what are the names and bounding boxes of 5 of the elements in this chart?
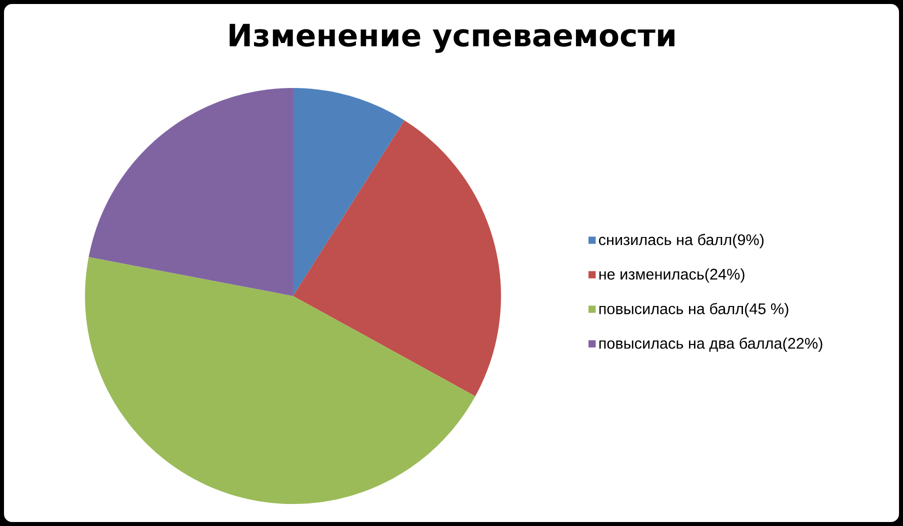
legend-label: повысилась на балл(45 %) bbox=[599, 302, 788, 318]
chart-title: Изменение успеваемости bbox=[230, 24, 674, 53]
legend-label: не изменилась(24%) bbox=[599, 268, 744, 283]
legend-label: повысилась на два балла(22%) bbox=[599, 337, 822, 352]
legend-label: снизилась на балл(9%) bbox=[598, 234, 764, 248]
